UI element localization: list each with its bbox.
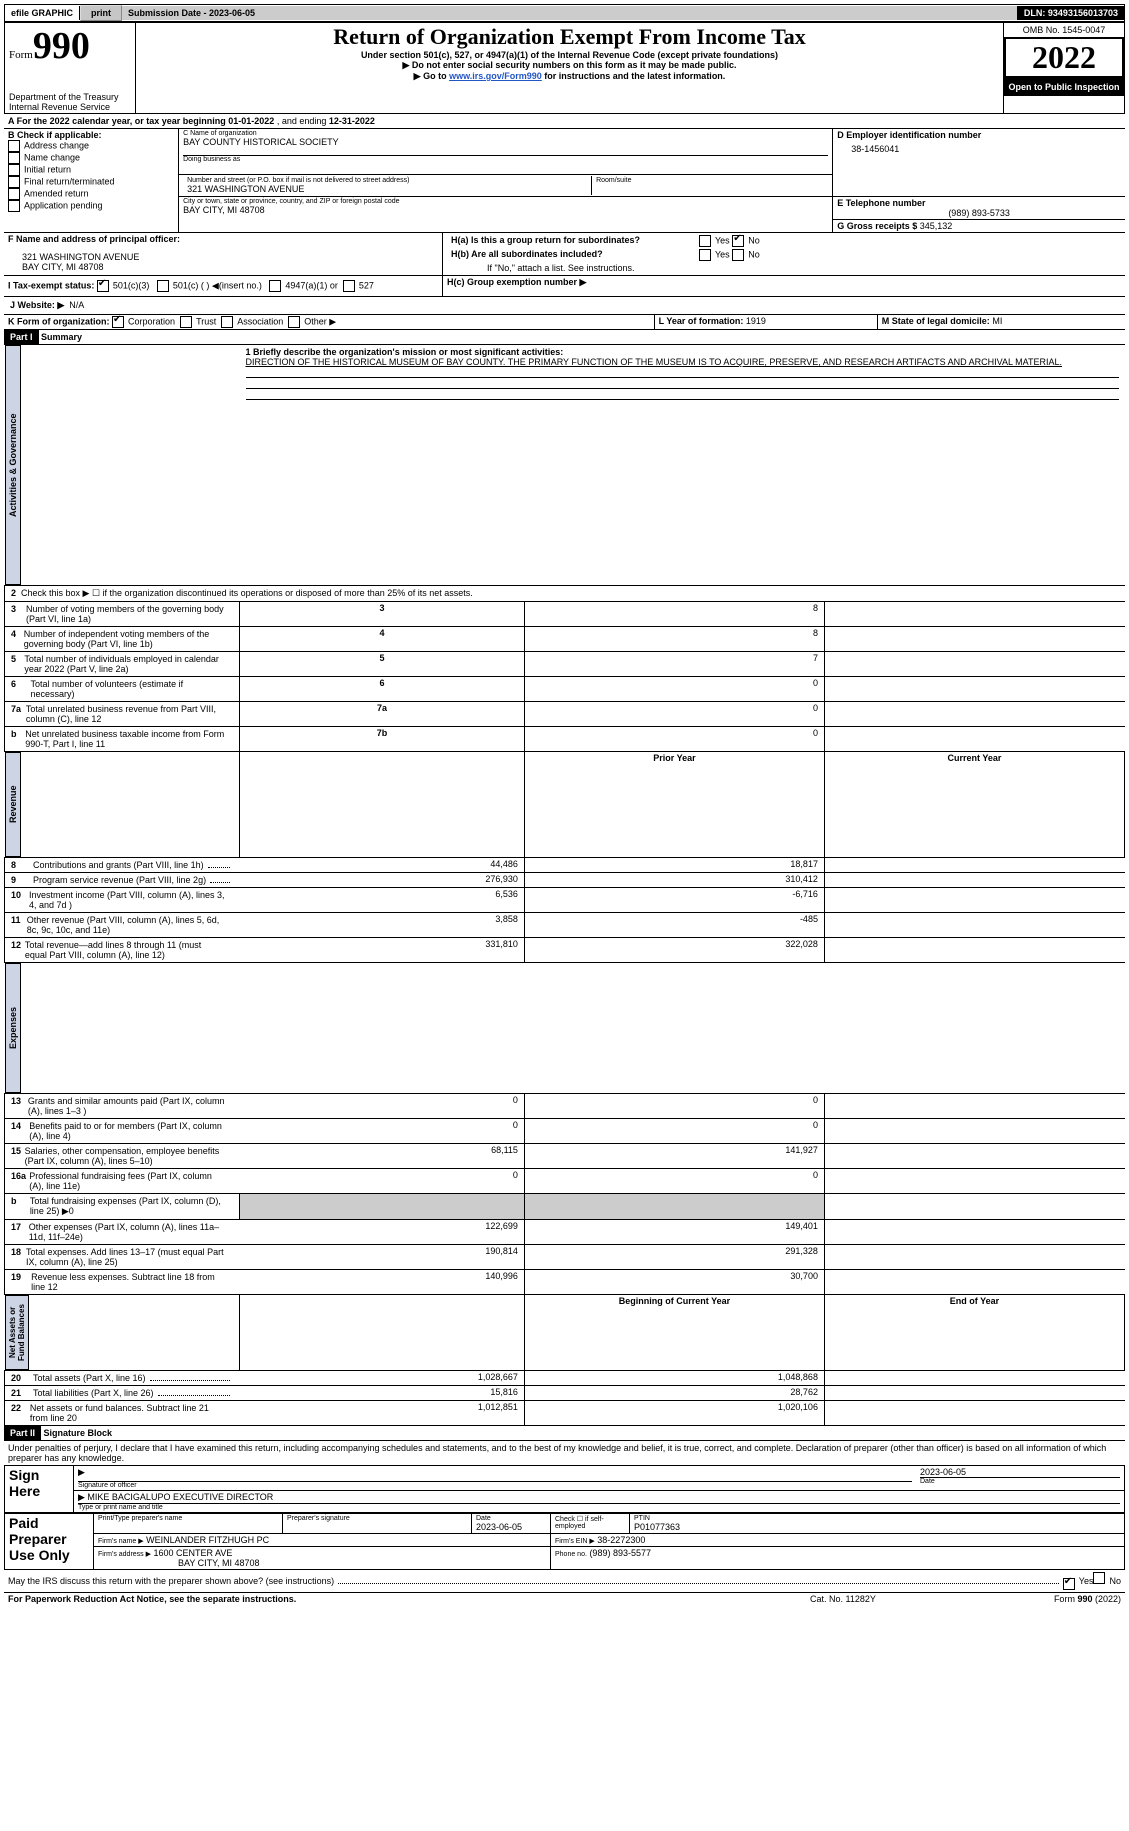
header-table: Form990 Department of the Treasury Inter…	[4, 22, 1125, 114]
submission-date: Submission Date - 2023-06-05	[122, 6, 1018, 20]
city: BAY CITY, MI 48708	[183, 205, 828, 215]
form-label: Form	[9, 49, 33, 61]
preparer-block: Paid Preparer Use Only Print/Type prepar…	[4, 1513, 1125, 1570]
side-revenue: Revenue	[5, 752, 21, 857]
fh-grid: F Name and address of principal officer:…	[4, 233, 1125, 297]
side-activities: Activities & Governance	[5, 345, 21, 585]
form-title: Return of Organization Exempt From Incom…	[140, 24, 999, 50]
part2-bar: Part II	[4, 1426, 41, 1440]
dept: Department of the Treasury	[9, 92, 131, 102]
top-bar: efile GRAPHIC print Submission Date - 20…	[4, 4, 1125, 22]
name-label: C Name of organization	[183, 130, 828, 137]
ein: 38-1456041	[837, 140, 1121, 158]
subtitle: Under section 501(c), 527, or 4947(a)(1)…	[140, 50, 999, 60]
efile-label: efile GRAPHIC	[5, 6, 80, 20]
side-expenses: Expenses	[5, 963, 21, 1093]
form-number: 990	[33, 25, 90, 67]
part1-bar: Part I	[4, 330, 39, 344]
website: N/A	[69, 300, 84, 310]
dln: DLN: 93493156013703	[1018, 6, 1124, 20]
warn1: ▶ Do not enter social security numbers o…	[140, 60, 999, 71]
sign-block: Sign Here ▶Signature of officer 2023-06-…	[4, 1465, 1125, 1513]
open-inspection: Open to Public Inspection	[1004, 78, 1124, 96]
klm: K Form of organization: Corporation Trus…	[4, 315, 1125, 330]
tax-year: 2022	[1004, 37, 1124, 78]
irs: Internal Revenue Service	[9, 102, 131, 112]
print-button[interactable]: print	[80, 5, 122, 21]
officer-name: MIKE BACIGALUPO EXECUTIVE DIRECTOR	[87, 1492, 273, 1502]
mission: DIRECTION OF THE HISTORICAL MUSEUM OF BA…	[246, 357, 1119, 367]
ein-label: D Employer identification number	[837, 130, 1121, 140]
section-a: A For the 2022 calendar year, or tax yea…	[8, 116, 226, 126]
section-b: B Check if applicable:	[8, 130, 174, 140]
omb: OMB No. 1545-0047	[1004, 23, 1124, 37]
dba-label: Doing business as	[183, 155, 828, 163]
sign-here: Sign Here	[5, 1466, 74, 1513]
declaration: Under penalties of perjury, I declare th…	[4, 1441, 1125, 1465]
summary-table: Activities & Governance 1 Briefly descri…	[4, 345, 1125, 1425]
phone: (989) 893-5733	[837, 208, 1121, 218]
irs-link[interactable]: www.irs.gov/Form990	[449, 71, 542, 81]
info-grid: B Check if applicable: Address change Na…	[4, 129, 1125, 233]
side-net: Net Assets or Fund Balances	[5, 1295, 29, 1370]
street: 321 WASHINGTON AVENUE	[187, 184, 587, 194]
gross-receipts: 345,132	[920, 221, 953, 231]
org-name: BAY COUNTY HISTORICAL SOCIETY	[183, 137, 828, 147]
footer: For Paperwork Reduction Act Notice, see …	[4, 1593, 1125, 1605]
